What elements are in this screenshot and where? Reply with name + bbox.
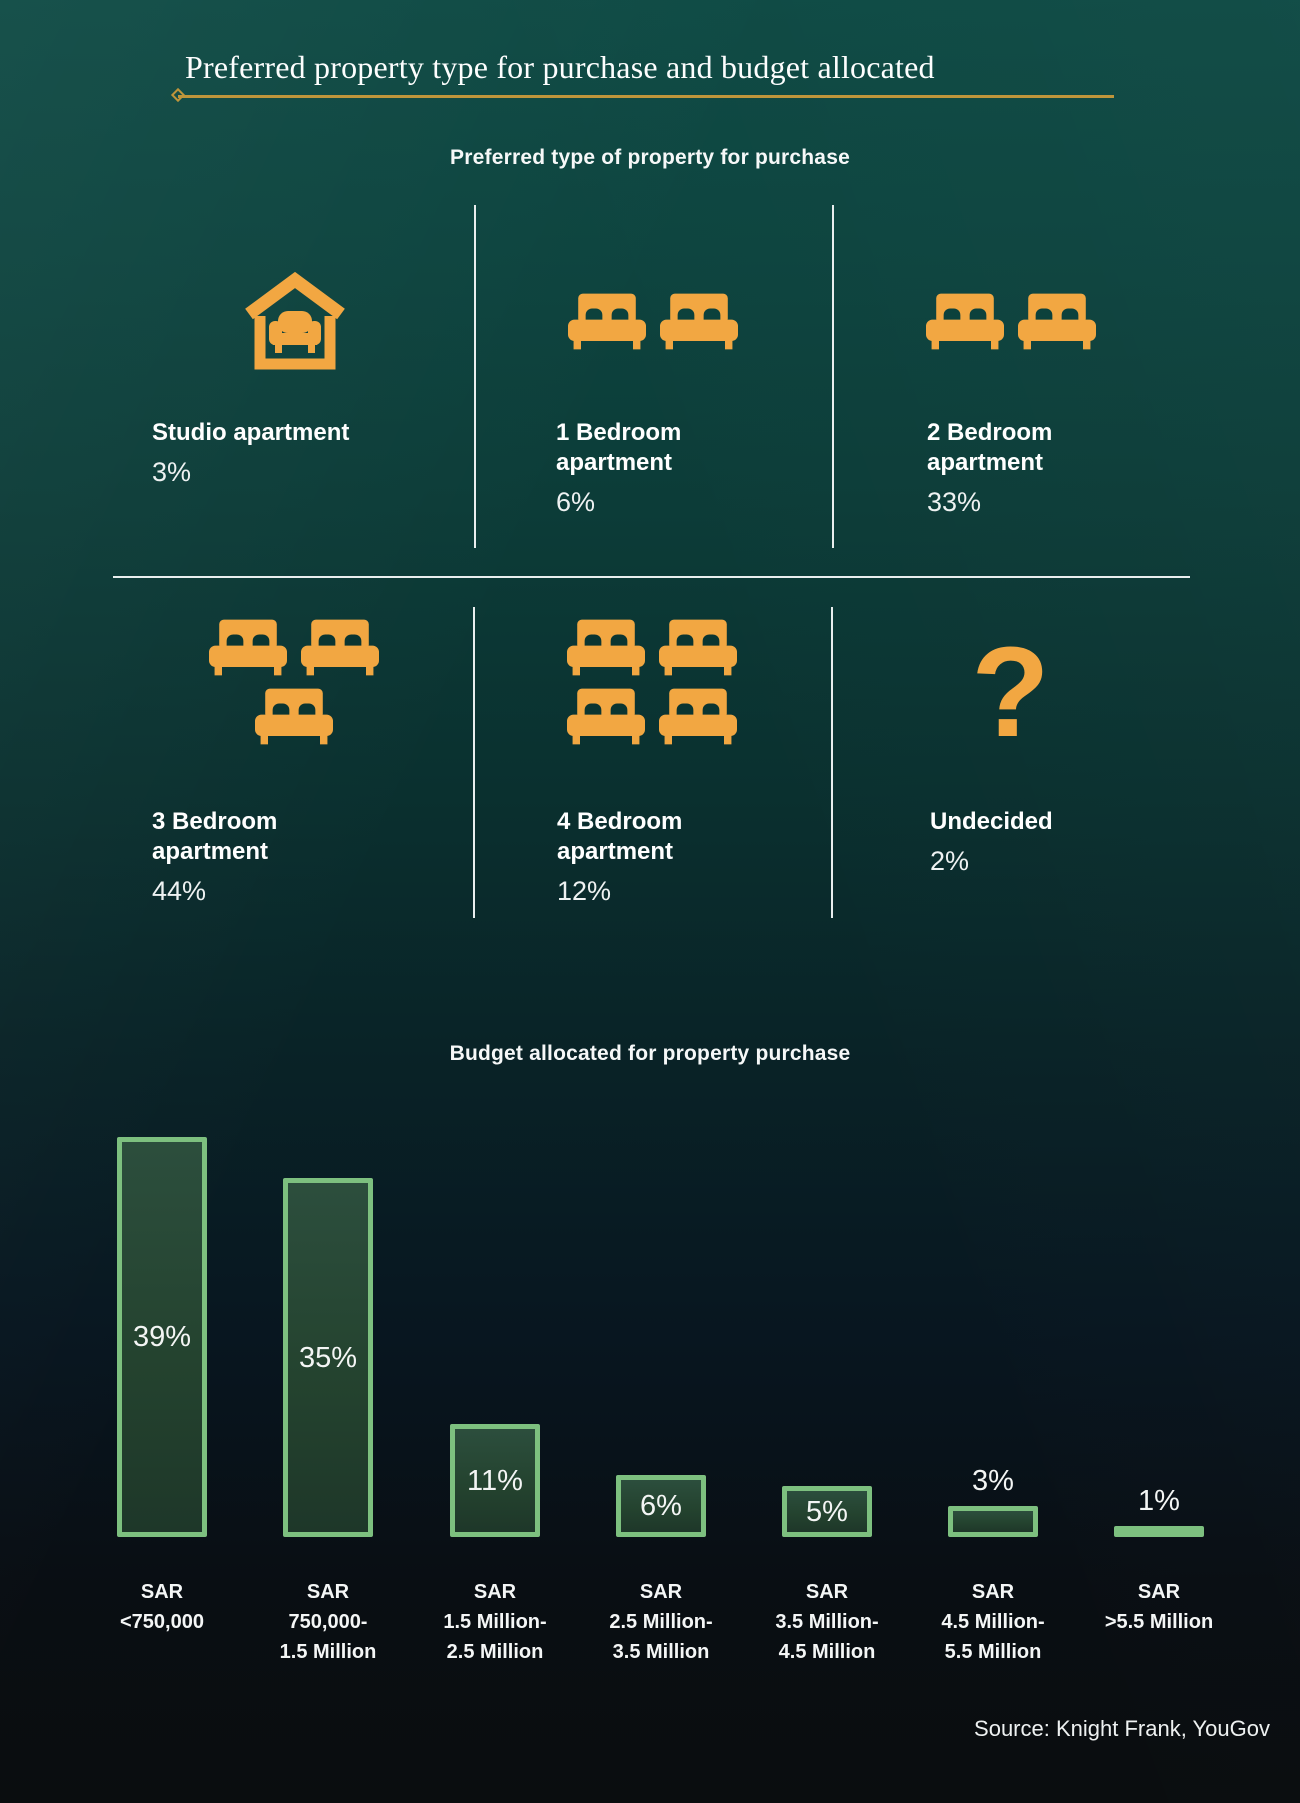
property-card-2-bedroom: 2 Bedroom apartment 33% — [832, 205, 1190, 548]
bar-sar-750k-1-5m — [283, 1178, 373, 1537]
bar-slot-sar-1-5m-2-5m: 11% — [420, 1117, 570, 1537]
divider-line — [831, 607, 833, 918]
divider-line — [474, 205, 476, 548]
studio-house-icon — [115, 269, 474, 377]
bar-value-label: 5% — [806, 1495, 848, 1528]
bar-slot-sar-gt-5-5m: 1% — [1084, 1117, 1234, 1537]
bar-sar-2-5m-3-5m — [616, 1475, 706, 1537]
bar-category-label: SAR >5.5 Million — [1104, 1581, 1214, 1633]
bar-sar-4-5m-5-5m — [948, 1506, 1038, 1537]
bar-value-label: 35% — [298, 1341, 358, 1374]
bar-sar-1-5m-2-5m — [450, 1424, 540, 1537]
property-value: 12% — [557, 876, 612, 906]
bar-sar-3-5m-4-5m — [782, 1486, 872, 1537]
property-label: 2 Bedroom apartment — [927, 419, 1053, 476]
bar-category-label: SAR <750,000 — [120, 1581, 204, 1633]
gold-underline — [170, 87, 1114, 103]
divider-line — [113, 576, 1190, 578]
property-card-1-bedroom: 1 Bedroom apartment 6% — [474, 205, 832, 548]
property-label: 4 Bedroom apartment — [557, 808, 683, 865]
diamond-accent-icon — [170, 87, 186, 103]
title-block: Preferred property type for purchase and… — [170, 48, 1114, 103]
two-beds-icon — [474, 293, 832, 350]
bar-slot-sar-3-5m-4-5m: 5% — [752, 1117, 902, 1537]
bar-value-label: 6% — [640, 1490, 682, 1522]
bar-value-label: 39% — [132, 1321, 192, 1353]
bar-slot-sar-4-5m-5-5m: 3% — [918, 1117, 1068, 1537]
property-label: 1 Bedroom apartment — [556, 419, 682, 476]
bar-value-label: 3% — [972, 1465, 1014, 1497]
property-card-studio: Studio apartment 3% — [115, 205, 474, 548]
question-mark-icon: ? — [971, 621, 1050, 764]
bar-category-label: SAR 1.5 Million- 2.5 Million — [443, 1581, 547, 1663]
property-section-heading: Preferred type of property for purchase — [450, 146, 850, 169]
bar-sar-gt-5-5m — [1114, 1526, 1204, 1537]
budget-section-heading: Budget allocated for property purchase — [449, 1042, 851, 1065]
property-value: 2% — [930, 846, 970, 876]
three-beds-icon — [115, 619, 473, 745]
property-label: Undecided — [930, 808, 1053, 835]
bar-category-label: SAR 4.5 Million- 5.5 Million — [941, 1581, 1045, 1663]
bar-value-label: 1% — [1138, 1485, 1180, 1517]
property-card-undecided: ? Undecided 2% — [831, 607, 1190, 918]
bar-slot-sar-750k-1-5m: 35% — [253, 1117, 403, 1537]
property-label: Studio apartment — [152, 419, 350, 446]
bar-category-label: SAR 3.5 Million- 4.5 Million — [775, 1581, 879, 1663]
property-card-4-bedroom: 4 Bedroom apartment 12% — [473, 607, 831, 918]
bar-value-label: 11% — [467, 1464, 523, 1497]
property-value: 3% — [152, 457, 192, 487]
bar-slot-sar-2-5m-3-5m: 6% — [586, 1117, 736, 1537]
four-beds-icon — [473, 619, 831, 745]
property-card-3-bedroom: 3 Bedroom apartment 44% — [115, 607, 473, 918]
divider-line — [832, 205, 834, 548]
property-value: 6% — [556, 487, 596, 517]
divider-line — [473, 607, 475, 918]
bar-category-label: SAR 750,000- 1.5 Million — [279, 1581, 377, 1663]
bar-slot-sar-lt-750k: 39% — [87, 1117, 237, 1537]
property-label: 3 Bedroom apartment — [152, 808, 278, 865]
bar-sar-lt-750k — [117, 1137, 207, 1537]
two-beds-icon — [832, 293, 1190, 350]
page-title: Preferred property type for purchase and… — [185, 49, 935, 85]
bar-category-label: SAR 2.5 Million- 3.5 Million — [609, 1581, 713, 1663]
property-value: 33% — [927, 487, 982, 517]
budget-bar-chart: 39% 35% 11% 6% 5% 3% 1% — [0, 1117, 1300, 1537]
property-value: 44% — [152, 876, 207, 906]
source-credit: Source: Knight Frank, YouGov — [974, 1716, 1270, 1741]
